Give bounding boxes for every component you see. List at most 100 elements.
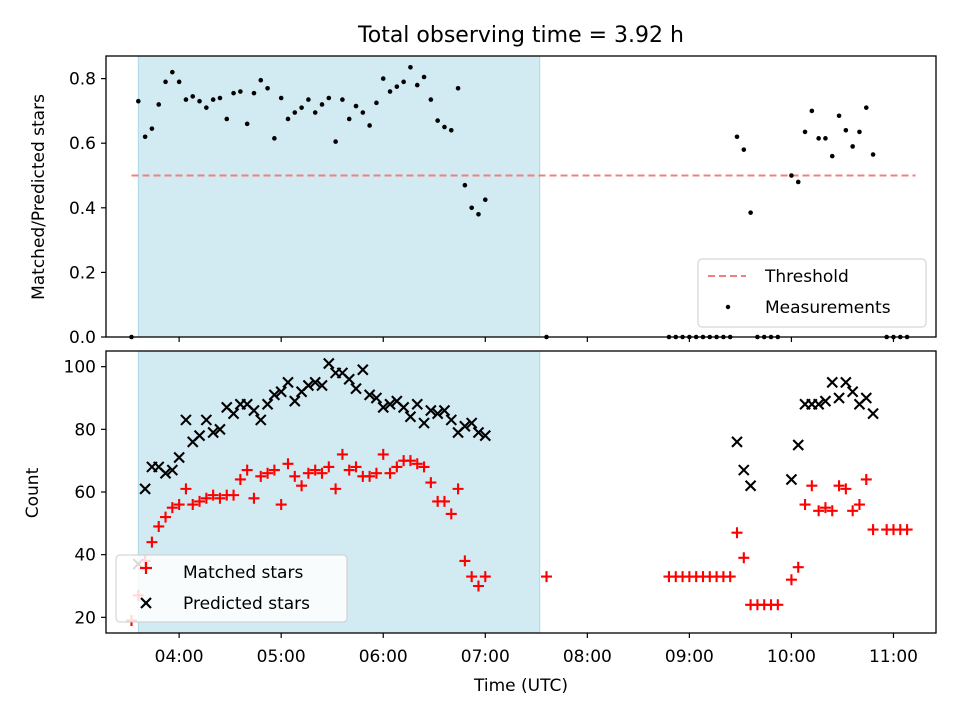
predicted-star-point	[193, 429, 206, 442]
measurement-point	[340, 97, 345, 102]
measurement-point	[367, 123, 372, 128]
y-tick-label: 0.8	[69, 70, 96, 90]
predicted-stars-legend-swatch	[140, 597, 152, 609]
measurement-point	[224, 116, 230, 122]
matched-star-point	[425, 477, 437, 489]
matched-star-point	[309, 464, 321, 476]
predicted-star-point	[472, 426, 485, 439]
matched-star-point	[268, 464, 280, 476]
measurement-point	[469, 205, 474, 211]
x-tick-label: 10:00	[767, 647, 816, 667]
measurement-point	[823, 136, 828, 141]
predicted-star-point	[459, 420, 471, 432]
measurement-point	[455, 85, 461, 91]
matched-star-point	[187, 499, 199, 511]
matched-star-point	[160, 511, 172, 523]
matched-star-point	[180, 483, 192, 495]
y-tick-label: 100	[64, 358, 96, 378]
predicted-star-points	[132, 357, 879, 570]
matched-star-point	[248, 492, 260, 504]
matched-star-point	[350, 461, 362, 473]
matched-star-point	[173, 499, 185, 511]
bottom-y-axis-label: Count	[23, 467, 43, 518]
measurement-point	[244, 121, 250, 127]
matched-star-point	[255, 470, 267, 482]
predicted-star-point	[255, 414, 267, 426]
matched-star-point	[364, 470, 376, 482]
predicted-star-point	[840, 376, 852, 389]
matched-star-point	[336, 448, 348, 460]
predicted-star-point	[377, 401, 389, 414]
matched-star-point	[153, 520, 165, 532]
bottom-legend-box	[115, 554, 348, 623]
x-tick-label: 07:00	[461, 647, 510, 667]
predicted-star-point	[350, 382, 362, 395]
measurement-point	[401, 79, 406, 85]
matched-star-point	[391, 461, 403, 473]
measurement-point	[353, 103, 359, 109]
matched-star-point	[207, 489, 219, 501]
matched-star-point	[819, 502, 831, 514]
matched-star-point	[404, 455, 416, 467]
matched-star-point	[813, 505, 825, 517]
predicted-stars-legend-label: Predicted stars	[183, 594, 310, 614]
measurement-point	[829, 153, 835, 159]
measurement-point	[312, 110, 318, 115]
predicted-star-point	[819, 395, 832, 407]
measurement-point	[380, 76, 386, 81]
y-tick-label: 0.4	[69, 199, 96, 219]
measurement-point	[414, 82, 420, 88]
matched-star-point	[289, 470, 301, 482]
matched-star-point	[867, 524, 879, 536]
matched-star-point	[384, 467, 396, 479]
measurement-point	[482, 197, 488, 203]
measurement-point	[857, 129, 862, 135]
measurement-point	[748, 210, 753, 215]
matched-star-point	[296, 480, 308, 492]
matched-star-point	[343, 464, 355, 476]
measurement-point	[360, 110, 366, 115]
measurement-point	[149, 126, 155, 131]
measurements-legend-label: Measurements	[765, 298, 891, 318]
measurement-point	[306, 97, 311, 102]
measurement-point	[156, 102, 162, 107]
predicted-star-point	[200, 414, 213, 426]
matched-stars-legend-swatch	[140, 562, 152, 574]
measurement-point	[176, 79, 182, 85]
predicted-star-point	[166, 464, 179, 476]
predicted-star-point	[159, 467, 172, 479]
matched-star-point	[772, 599, 784, 611]
matched-star-point	[262, 467, 274, 479]
matched-star-point	[234, 473, 246, 485]
predicted-star-point	[384, 398, 396, 411]
matched-star-point	[228, 489, 240, 501]
predicted-star-point	[323, 357, 335, 370]
matched-star-point	[445, 508, 457, 520]
measurement-point	[394, 84, 400, 89]
measurement-point	[802, 129, 808, 135]
matched-star-point	[370, 467, 382, 479]
predicted-star-point	[404, 411, 417, 423]
measurement-point	[863, 105, 869, 110]
measurement-point	[272, 136, 277, 141]
top-legend: Threshold Measurements	[697, 258, 927, 328]
measurement-point	[217, 95, 223, 101]
matched-star-point	[418, 461, 430, 473]
predicted-star-point	[289, 395, 301, 407]
measurement-point	[435, 118, 440, 123]
predicted-star-point	[411, 398, 423, 411]
measurement-point	[448, 127, 454, 133]
top-y-ticks: 0.0 0.2 0.4 0.6 0.8	[69, 70, 106, 348]
y-tick-label: 40	[74, 546, 96, 566]
measurement-point	[163, 79, 168, 85]
measurement-point	[210, 97, 216, 102]
figure-title: Total observing time = 3.92 h	[357, 23, 684, 48]
matched-star-point	[833, 480, 845, 492]
measurement-point	[136, 98, 141, 104]
predicted-star-point	[445, 414, 458, 426]
matched-star-point	[731, 527, 743, 539]
matched-star-point	[377, 448, 389, 460]
matched-star-point	[166, 502, 178, 514]
predicted-star-point	[309, 376, 321, 389]
measurement-point	[319, 102, 325, 107]
